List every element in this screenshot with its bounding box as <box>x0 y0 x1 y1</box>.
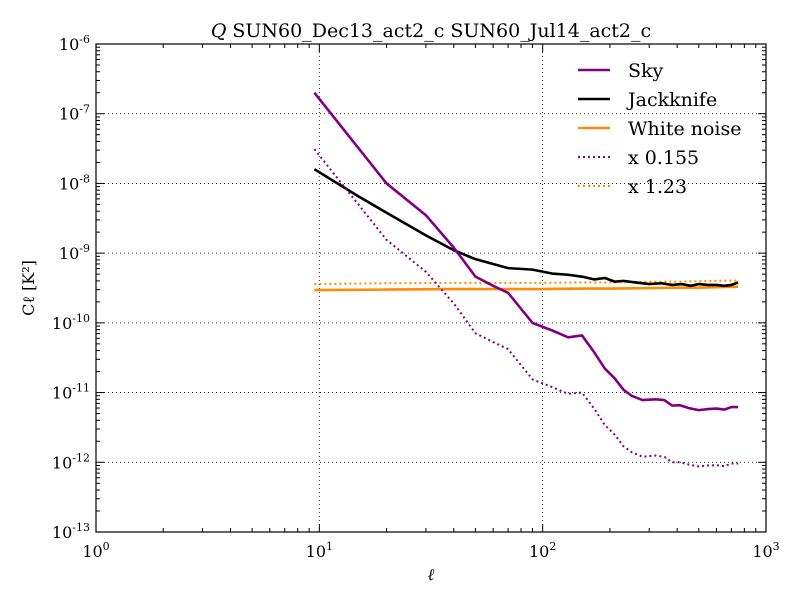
y-tick-label: 10-7 <box>59 103 90 124</box>
y-tick-exp: -6 <box>79 33 90 46</box>
y-tick-base: 10 <box>52 384 72 403</box>
y-tick-label: 10-11 <box>52 382 90 403</box>
y-tick-label: 10-8 <box>59 172 90 193</box>
y-tick-base: 10 <box>52 314 72 333</box>
y-tick-base: 10 <box>59 244 79 263</box>
y-tick-label: 10-10 <box>52 312 90 333</box>
x-tick-label: 101 <box>306 540 333 561</box>
legend-label: x 0.155 <box>628 147 699 169</box>
y-tick-label: 10-6 <box>59 33 90 54</box>
series-line-3 <box>313 148 739 468</box>
x-tick-label: 103 <box>752 540 779 561</box>
legend-label: White noise <box>628 118 742 140</box>
x-tick-base: 10 <box>752 542 772 561</box>
series-line-2 <box>314 285 739 292</box>
chart-title-prefix: Q <box>211 20 227 42</box>
x-axis-label: ℓ <box>428 565 435 584</box>
x-tick-exp: 3 <box>773 540 780 553</box>
chart-title: Q SUN60_Dec13_act2_c SUN60_Jul14_act2_c <box>211 20 651 42</box>
series-line-4 <box>314 279 739 286</box>
series-line-0 <box>313 91 739 412</box>
series-lines <box>313 91 739 468</box>
axis-ticks <box>95 44 766 533</box>
y-tick-base: 10 <box>59 105 79 124</box>
x-tick-label: 100 <box>82 540 109 561</box>
legend: Sky Jackknife White noise x 0.155 x 1.23 <box>578 60 742 198</box>
y-tick-base: 10 <box>52 523 72 542</box>
legend-label: x 1.23 <box>628 176 687 198</box>
y-tick-exp: -11 <box>72 382 90 395</box>
y-tick-base: 10 <box>59 174 79 193</box>
y-tick-exp: -10 <box>72 312 90 325</box>
x-tick-label: 102 <box>529 540 556 561</box>
legend-label: Sky <box>628 60 664 82</box>
x-tick-base: 10 <box>306 542 326 561</box>
y-tick-label: 10-9 <box>59 242 90 263</box>
x-tick-exp: 2 <box>549 540 556 553</box>
series-line-1 <box>313 168 739 288</box>
y-tick-base: 10 <box>59 35 79 54</box>
x-tick-base: 10 <box>529 542 549 561</box>
y-tick-exp: -7 <box>79 103 90 116</box>
x-tick-exp: 1 <box>326 540 333 553</box>
y-tick-exp: -9 <box>79 242 90 255</box>
x-tick-base: 10 <box>82 542 102 561</box>
y-tick-label: 10-12 <box>52 451 90 472</box>
y-tick-label: 10-13 <box>52 521 90 542</box>
y-tick-exp: -13 <box>72 521 90 534</box>
legend-label: Jackknife <box>626 89 717 111</box>
chart-title-main: SUN60_Dec13_act2_c SUN60_Jul14_act2_c <box>232 20 651 42</box>
x-tick-labels: 100 101 102 103 <box>82 540 779 561</box>
y-tick-exp: -8 <box>79 172 90 185</box>
y-tick-base: 10 <box>52 453 72 472</box>
x-tick-exp: 0 <box>103 540 110 553</box>
plot-frame <box>95 43 767 533</box>
y-axis-label: Cℓ [K²] <box>19 260 38 316</box>
y-tick-exp: -12 <box>72 451 90 464</box>
